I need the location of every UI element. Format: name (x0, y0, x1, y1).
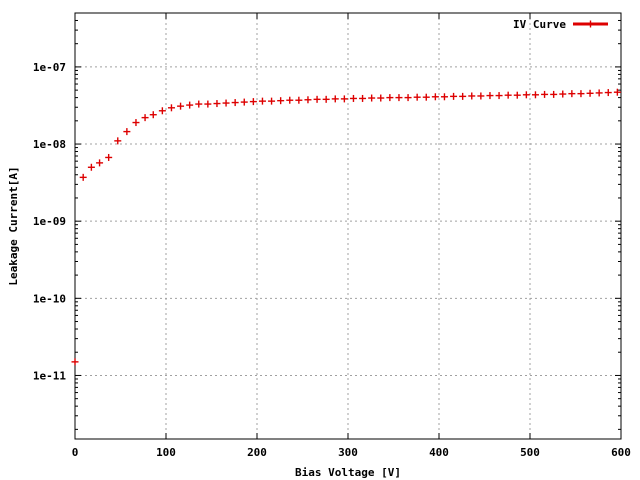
data-point (577, 90, 585, 98)
y-tick-label: 1e-07 (33, 61, 66, 74)
data-point (258, 97, 266, 105)
y-tick-label: 1e-08 (33, 138, 66, 151)
data-point (377, 94, 385, 102)
data-point (486, 92, 494, 100)
data-point (114, 137, 122, 145)
grid-lines (75, 13, 621, 439)
data-point (87, 163, 95, 171)
y-axis-label: Leakage Current[A] (7, 166, 20, 285)
x-tick-label: 100 (156, 446, 176, 459)
data-point (79, 173, 87, 181)
data-point (96, 159, 104, 167)
legend: IV Curve (513, 18, 608, 31)
data-point (450, 92, 458, 100)
data-point (541, 90, 549, 98)
data-point (468, 92, 476, 100)
x-axis-label: Bias Voltage [V] (295, 466, 401, 479)
data-point (422, 93, 430, 101)
data-point (459, 92, 467, 100)
data-point (204, 100, 212, 108)
data-point (322, 95, 330, 103)
data-points (71, 88, 621, 366)
x-tick-label: 600 (611, 446, 631, 459)
x-axis: 0 100 200 300 400 500 600 (72, 13, 631, 459)
data-point (386, 94, 394, 102)
data-point (249, 98, 257, 106)
y-tick-label: 1e-11 (33, 369, 66, 382)
data-point (531, 91, 539, 99)
data-point (313, 95, 321, 103)
data-point (595, 89, 603, 97)
data-point (395, 94, 403, 102)
data-point (222, 99, 230, 107)
data-point (477, 92, 485, 100)
x-tick-label: 300 (338, 446, 358, 459)
data-point (149, 111, 157, 119)
data-point (71, 358, 79, 366)
data-point (331, 95, 339, 103)
data-point (550, 90, 558, 98)
data-point (340, 95, 348, 103)
data-point (123, 128, 131, 136)
data-point (268, 97, 276, 105)
data-point (440, 93, 448, 101)
x-tick-label: 500 (520, 446, 540, 459)
data-point (231, 99, 239, 107)
data-point (613, 88, 621, 96)
data-point (186, 101, 194, 109)
x-tick-label: 400 (429, 446, 449, 459)
data-point (167, 104, 175, 112)
y-tick-label: 1e-10 (33, 292, 66, 305)
data-point (504, 91, 512, 99)
x-tick-label: 200 (247, 446, 267, 459)
data-point (495, 92, 503, 100)
data-point (568, 90, 576, 98)
data-point (513, 91, 521, 99)
data-point (286, 96, 294, 104)
data-point (368, 94, 376, 102)
data-point (213, 100, 221, 108)
data-point (195, 100, 203, 108)
data-point (604, 89, 612, 97)
data-point (132, 119, 140, 127)
data-point (586, 89, 594, 97)
data-point (413, 93, 421, 101)
data-point (141, 114, 149, 122)
legend-label: IV Curve (513, 18, 566, 31)
data-point (158, 107, 166, 115)
legend-marker (587, 20, 594, 28)
data-point (277, 97, 285, 105)
data-point (177, 102, 185, 110)
data-point (240, 98, 248, 106)
data-point (295, 96, 303, 104)
data-point (522, 91, 530, 99)
data-point (559, 90, 567, 98)
data-point (359, 94, 367, 102)
data-point (105, 153, 113, 161)
data-point (349, 94, 357, 102)
data-point (304, 96, 312, 104)
data-point (404, 94, 412, 102)
x-tick-label: 0 (72, 446, 79, 459)
data-point (431, 93, 439, 101)
y-tick-label: 1e-09 (33, 215, 66, 228)
y-axis: 1e-11 1e-10 1e-09 1e-08 1e-07 (33, 19, 621, 430)
